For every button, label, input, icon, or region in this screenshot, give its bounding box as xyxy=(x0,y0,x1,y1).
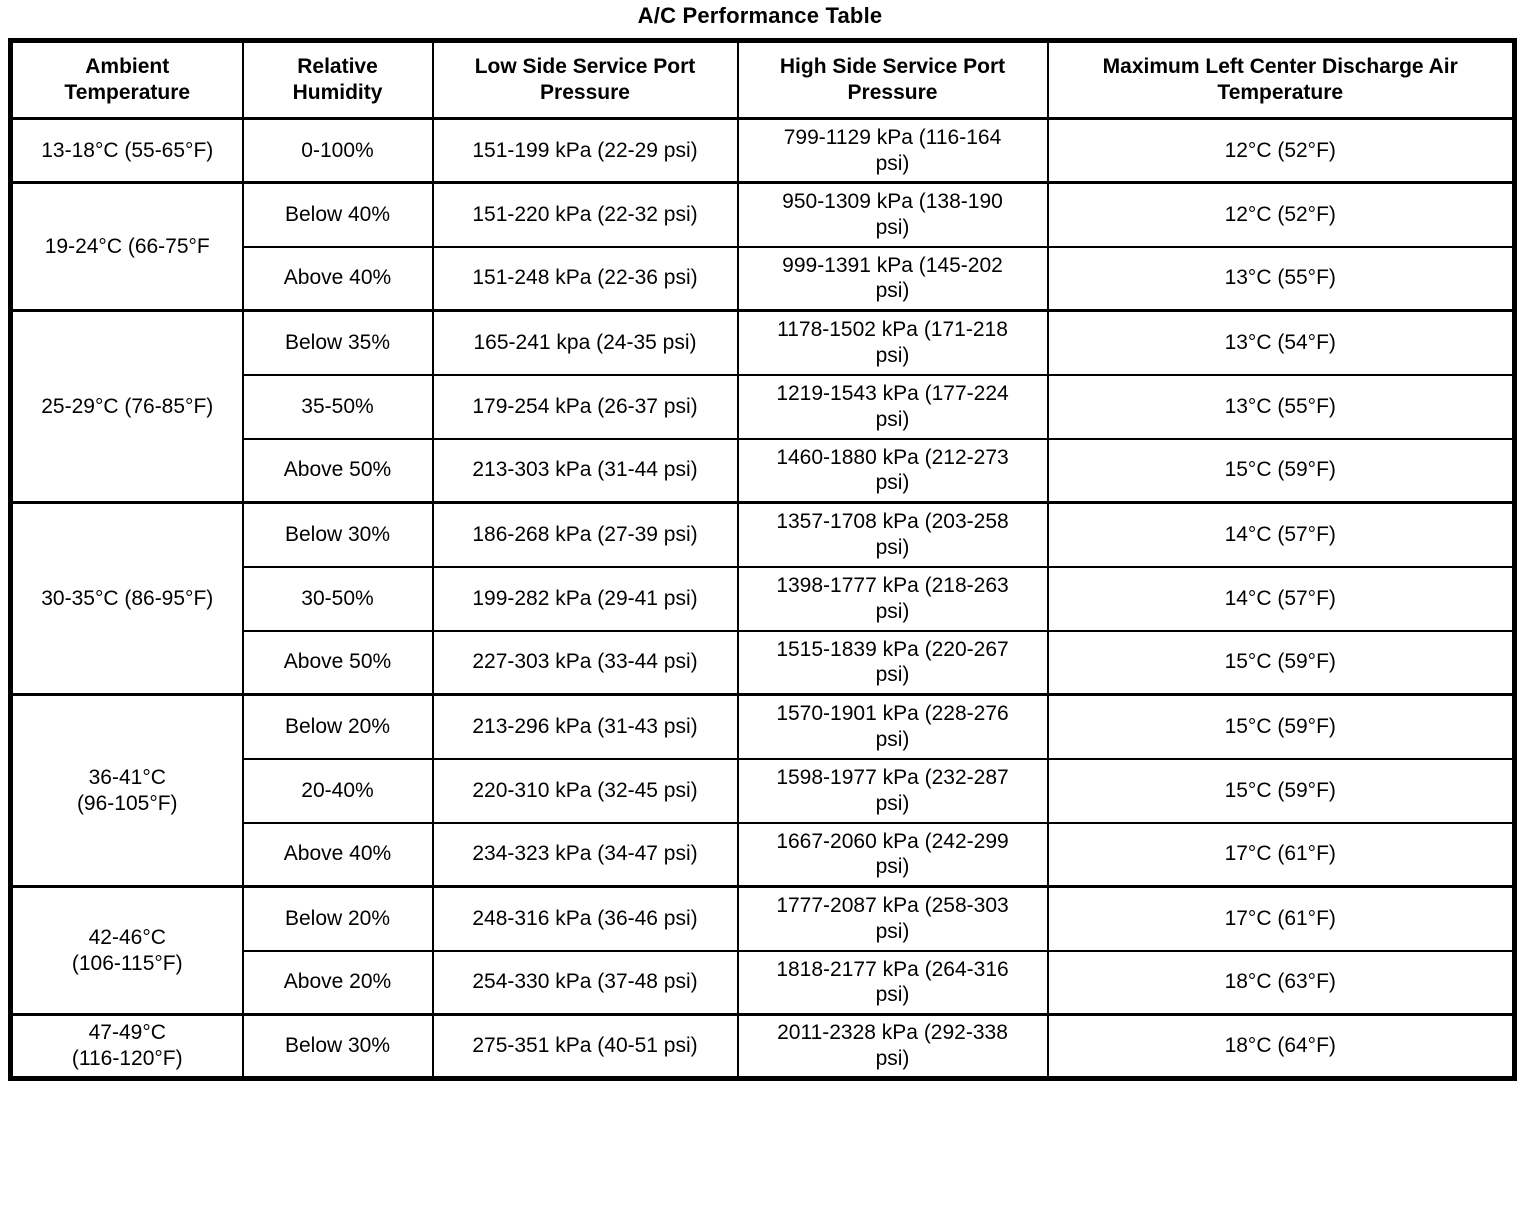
relative-humidity-cell: 35-50% xyxy=(241,373,434,440)
relative-humidity-cell: Below 20% xyxy=(241,885,434,952)
relative-humidity-cell: Above 50% xyxy=(241,629,434,696)
max-discharge-temp-cell: 14°C (57°F) xyxy=(1046,565,1516,632)
low-side-pressure-cell: 234-323 kPa (34-47 psi) xyxy=(431,821,739,888)
relative-humidity-cell: Above 40% xyxy=(241,245,434,312)
max-discharge-temp-cell: 12°C (52°F) xyxy=(1046,181,1516,248)
low-side-pressure-cell: 151-199 kPa (22-29 psi) xyxy=(431,117,739,184)
high-side-pressure-cell: 1598-1977 kPa (232-287 psi) xyxy=(736,757,1049,824)
low-side-pressure-cell: 248-316 kPa (36-46 psi) xyxy=(431,885,739,952)
table-row: Above 40% 234-323 kPa (34-47 psi) 1667-206… xyxy=(11,821,1516,888)
ambient-temperature-cell: 47-49°C (116-120°F) xyxy=(9,1013,244,1080)
high-side-pressure-cell: 1398-1777 kPa (218-263 psi) xyxy=(736,565,1049,632)
relative-humidity-cell: 30-50% xyxy=(241,565,434,632)
table-row: 47-49°C (116-120°F) Below 30% 275-351 kPa … xyxy=(9,1013,1516,1080)
column-header-low-side-pressure: Low Side Service Port Pressure xyxy=(431,39,739,120)
low-side-pressure-cell: 165-241 kpa (24-35 psi) xyxy=(431,309,739,376)
relative-humidity-cell: Above 20% xyxy=(241,949,434,1016)
low-side-pressure-cell: 220-310 kPa (32-45 psi) xyxy=(431,757,739,824)
table-row: 13-18°C (55-65°F) 0-100% 151-199 kPa (22-2… xyxy=(9,117,1516,184)
ambient-temperature-cell: 30-35°C (86-95°F) xyxy=(9,501,244,696)
max-discharge-temp-cell: 17°C (61°F) xyxy=(1046,885,1516,952)
max-discharge-temp-cell: 12°C (52°F) xyxy=(1046,117,1516,184)
max-discharge-temp-cell: 13°C (54°F) xyxy=(1046,309,1516,376)
relative-humidity-cell: Below 40% xyxy=(241,181,434,248)
relative-humidity-cell: Above 50% xyxy=(241,437,434,504)
low-side-pressure-cell: 199-282 kPa (29-41 psi) xyxy=(431,565,739,632)
max-discharge-temp-cell: 13°C (55°F) xyxy=(1046,245,1516,312)
table-row: 42-46°C (106-115°F) Below 20% 248-316 kPa … xyxy=(9,885,1516,1016)
max-discharge-temp-cell: 13°C (55°F) xyxy=(1046,373,1516,440)
relative-humidity-cell: 0-100% xyxy=(241,117,434,184)
high-side-pressure-cell: 799-1129 kPa (116-164 psi) xyxy=(736,117,1049,184)
ac-performance-table: Ambient Temperature Relative Humidity Lo… xyxy=(8,38,1517,1081)
relative-humidity-cell: Below 30% xyxy=(241,1013,434,1080)
high-side-pressure-cell: 1219-1543 kPa (177-224 psi) xyxy=(736,373,1049,440)
table-header: Ambient Temperature Relative Humidity Lo… xyxy=(9,39,1516,120)
max-discharge-temp-cell: 18°C (64°F) xyxy=(1046,1013,1516,1080)
high-side-pressure-cell: 950-1309 kPa (138-190 psi) xyxy=(736,181,1049,248)
high-side-pressure-cell: 1667-2060 kPa (242-299 psi) xyxy=(736,821,1049,888)
max-discharge-temp-cell: 15°C (59°F) xyxy=(1046,629,1516,696)
high-side-pressure-cell: 1777-2087 kPa (258-303 psi) xyxy=(736,885,1049,952)
low-side-pressure-cell: 275-351 kPa (40-51 psi) xyxy=(431,1013,739,1080)
table-row: Above 20% 254-330 kPa (37-48 psi) 1818-217… xyxy=(11,949,1516,1016)
relative-humidity-cell: Below 35% xyxy=(241,309,434,376)
relative-humidity-cell: Above 40% xyxy=(241,821,434,888)
high-side-pressure-cell: 1178-1502 kPa (171-218 psi) xyxy=(736,309,1049,376)
high-side-pressure-cell: 1818-2177 kPa (264-316 psi) xyxy=(736,949,1049,1016)
table-row: Above 40% 151-248 kPa (22-36 psi) 999-1391… xyxy=(11,245,1516,312)
max-discharge-temp-cell: 15°C (59°F) xyxy=(1046,757,1516,824)
ambient-temperature-cell: 42-46°C (106-115°F) xyxy=(9,885,244,1016)
low-side-pressure-cell: 186-268 kPa (27-39 psi) xyxy=(431,501,739,568)
table-row: 35-50% 179-254 kPa (26-37 psi) 1219-1543 k… xyxy=(11,373,1516,440)
column-header-ambient-temperature: Ambient Temperature xyxy=(9,39,244,120)
high-side-pressure-cell: 1357-1708 kPa (203-258 psi) xyxy=(736,501,1049,568)
table-row: 19-24°C (66-75°F Below 40% 151-220 kPa (22… xyxy=(9,181,1516,312)
high-side-pressure-cell: 1570-1901 kPa (228-276 psi) xyxy=(736,693,1049,760)
low-side-pressure-cell: 213-303 kPa (31-44 psi) xyxy=(431,437,739,504)
low-side-pressure-cell: 254-330 kPa (37-48 psi) xyxy=(431,949,739,1016)
table-row: Above 50% 213-303 kPa (31-44 psi) 1460-188… xyxy=(11,437,1516,504)
max-discharge-temp-cell: 17°C (61°F) xyxy=(1046,821,1516,888)
low-side-pressure-cell: 179-254 kPa (26-37 psi) xyxy=(431,373,739,440)
column-header-high-side-pressure: High Side Service Port Pressure xyxy=(736,39,1049,120)
header-row: Ambient Temperature Relative Humidity Lo… xyxy=(9,39,1516,120)
relative-humidity-cell: 20-40% xyxy=(241,757,434,824)
ambient-temperature-cell: 36-41°C (96-105°F) xyxy=(9,693,244,888)
table-row: 36-41°C (96-105°F) Below 20% 213-296 kPa (… xyxy=(9,693,1516,888)
max-discharge-temp-cell: 18°C (63°F) xyxy=(1046,949,1516,1016)
ambient-temperature-cell: 13-18°C (55-65°F) xyxy=(9,117,244,184)
high-side-pressure-cell: 1515-1839 kPa (220-267 psi) xyxy=(736,629,1049,696)
table-row: 30-50% 199-282 kPa (29-41 psi) 1398-1777 k… xyxy=(11,565,1516,632)
max-discharge-temp-cell: 15°C (59°F) xyxy=(1046,693,1516,760)
relative-humidity-cell: Below 30% xyxy=(241,501,434,568)
high-side-pressure-cell: 2011-2328 kPa (292-338 psi) xyxy=(736,1013,1049,1080)
max-discharge-temp-cell: 15°C (59°F) xyxy=(1046,437,1516,504)
ambient-temperature-cell: 25-29°C (76-85°F) xyxy=(9,309,244,504)
high-side-pressure-cell: 999-1391 kPa (145-202 psi) xyxy=(736,245,1049,312)
low-side-pressure-cell: 227-303 kPa (33-44 psi) xyxy=(431,629,739,696)
low-side-pressure-cell: 151-220 kPa (22-32 psi) xyxy=(431,181,739,248)
high-side-pressure-cell: 1460-1880 kPa (212-273 psi) xyxy=(736,437,1049,504)
ambient-temperature-cell: 19-24°C (66-75°F xyxy=(9,181,244,312)
max-discharge-temp-cell: 14°C (57°F) xyxy=(1046,501,1516,568)
table-row: 30-35°C (86-95°F) Below 30% 186-268 kPa (2… xyxy=(9,501,1516,696)
table-row: Above 50% 227-303 kPa (33-44 psi) 1515-183… xyxy=(11,629,1516,696)
low-side-pressure-cell: 151-248 kPa (22-36 psi) xyxy=(431,245,739,312)
column-header-max-discharge-temp: Maximum Left Center Discharge Air Temper… xyxy=(1046,39,1516,120)
table-body: 13-18°C (55-65°F) 0-100% 151-199 kPa (22-2… xyxy=(9,117,1516,1080)
column-header-relative-humidity: Relative Humidity xyxy=(241,39,434,120)
table-row: 25-29°C (76-85°F) Below 35% 165-241 kpa (2… xyxy=(9,309,1516,504)
low-side-pressure-cell: 213-296 kPa (31-43 psi) xyxy=(431,693,739,760)
relative-humidity-cell: Below 20% xyxy=(241,693,434,760)
table-row: 20-40% 220-310 kPa (32-45 psi) 1598-1977 k… xyxy=(11,757,1516,824)
page-title: A/C Performance Table xyxy=(637,3,883,28)
